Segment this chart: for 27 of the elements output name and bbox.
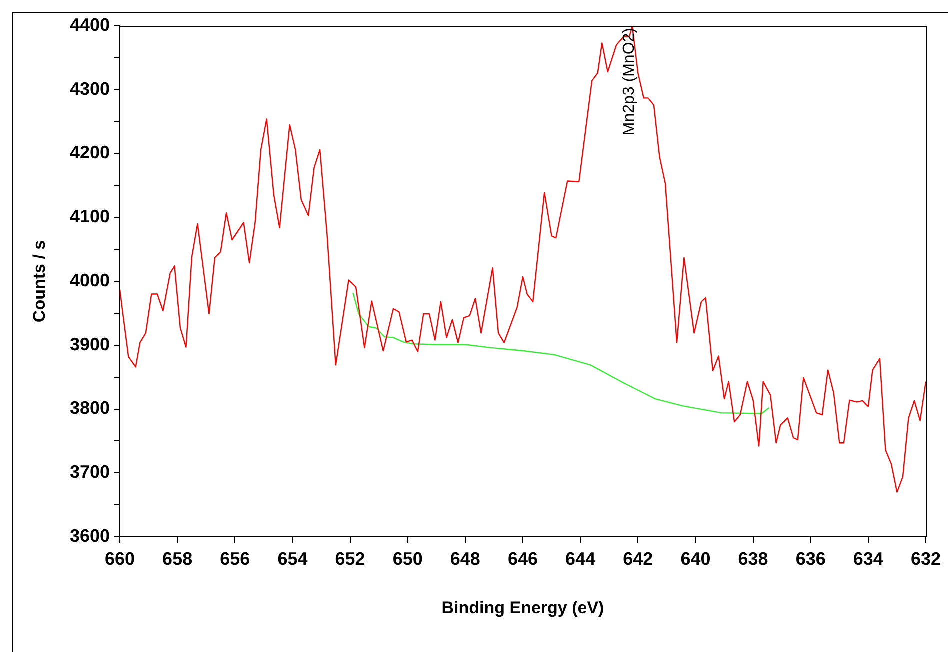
y-tick-label: 4200	[70, 142, 110, 163]
y-tick-label: 4100	[70, 206, 110, 227]
y-tick-label: 3600	[70, 526, 110, 546]
y-tick-label: 4300	[70, 78, 110, 99]
x-tick-label: 656	[220, 548, 250, 569]
x-tick-label: 636	[796, 548, 826, 569]
x-axis-title: Binding Energy (eV)	[442, 598, 604, 618]
annotation: Mn2p3 (MnO2)	[620, 28, 638, 136]
x-tick-label: 646	[508, 548, 538, 569]
x-tick-label: 642	[623, 548, 654, 569]
x-tick-label: 632	[910, 548, 942, 569]
x-tick-label: 640	[680, 548, 711, 569]
y-tick-label: 4000	[70, 270, 110, 290]
x-tick-label: 658	[162, 548, 193, 569]
x-tick-label: 648	[450, 548, 480, 569]
y-tick-label: 3900	[70, 334, 110, 354]
x-tick-label: 654	[278, 548, 308, 569]
y-tick-label: 4400	[70, 14, 110, 35]
x-tick-label: 644	[566, 548, 596, 569]
x-tick-label: 634	[853, 548, 884, 569]
x-tick-label: 652	[335, 548, 366, 569]
y-tick-label: 3800	[70, 398, 110, 418]
x-tick-label: 638	[738, 548, 768, 569]
y-tick-label: 3700	[70, 462, 110, 482]
y-axis-title: Counts / s	[30, 240, 49, 323]
x-tick-label: 650	[392, 548, 423, 569]
x-tick-label: 660	[104, 548, 136, 569]
